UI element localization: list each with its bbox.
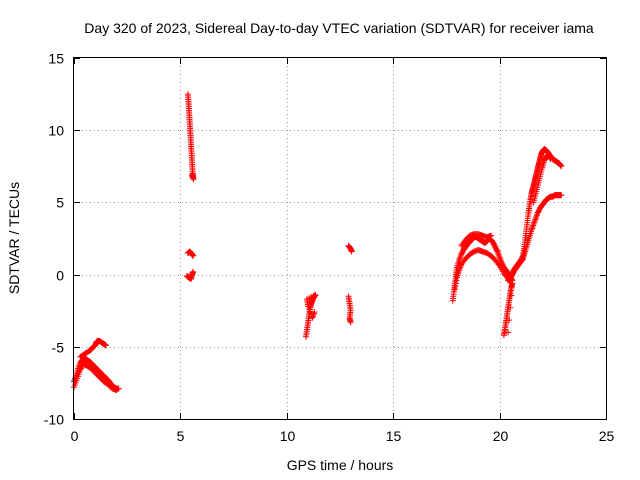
x-tick-label: 15 (386, 428, 402, 444)
grid (74, 58, 606, 419)
y-tick-label: 15 (48, 51, 64, 67)
data-point (457, 252, 464, 259)
data-point (348, 248, 355, 255)
data-point (557, 161, 564, 168)
data-point (456, 255, 463, 262)
x-tick-label: 20 (493, 428, 509, 444)
data-point (453, 277, 460, 284)
data-point (506, 317, 513, 324)
data-point (507, 304, 514, 311)
data-point (519, 256, 526, 263)
y-tick-label: 0 (56, 268, 64, 284)
data-point (508, 292, 515, 299)
data-point (457, 264, 464, 271)
data-point (533, 213, 540, 220)
y-axis-label: SDTVAR / TECUs (6, 182, 22, 294)
data-point (495, 249, 502, 256)
data-point (518, 257, 525, 264)
data-point (451, 286, 458, 293)
data-point (456, 265, 463, 272)
data-point (529, 225, 536, 232)
data-point (495, 251, 502, 258)
data-point (310, 312, 317, 319)
data-point (457, 254, 464, 261)
data-point (532, 215, 539, 222)
data-point (533, 212, 540, 219)
data-point (190, 252, 197, 259)
data-points (71, 91, 565, 394)
data-point (497, 257, 504, 264)
y-tick-label: -10 (44, 412, 64, 428)
x-axis-label: GPS time / hours (287, 457, 394, 473)
x-tick-label: 10 (280, 428, 296, 444)
data-point (456, 257, 463, 264)
data-point (102, 342, 109, 349)
data-point (494, 248, 501, 255)
data-point (557, 162, 564, 169)
data-point (190, 268, 197, 275)
data-point (547, 156, 554, 163)
x-tick-label: 25 (599, 428, 615, 444)
data-point (311, 309, 318, 316)
data-point (531, 219, 538, 226)
data-point (190, 176, 197, 183)
data-point (488, 232, 495, 239)
data-point (456, 267, 463, 274)
data-point (547, 154, 554, 161)
data-point (309, 314, 316, 321)
data-point (532, 216, 539, 223)
data-point (493, 247, 500, 254)
data-point (558, 163, 565, 170)
data-point (505, 329, 512, 336)
data-point (558, 192, 565, 199)
data-point (309, 313, 316, 320)
y-tick-label: 10 (48, 123, 64, 139)
data-point (452, 283, 459, 290)
data-point (509, 280, 516, 287)
data-point (495, 261, 502, 268)
data-point (531, 218, 538, 225)
data-point (113, 387, 120, 394)
data-point (305, 303, 312, 310)
data-point (530, 221, 537, 228)
data-point (452, 280, 459, 287)
data-point (530, 222, 537, 229)
data-point (496, 254, 503, 261)
plot-frame (73, 57, 607, 420)
data-point (528, 226, 535, 233)
x-tick-label: 5 (177, 428, 185, 444)
data-point (306, 306, 313, 313)
data-point (497, 255, 504, 262)
chart-title: Day 320 of 2023, Sidereal Day-to-day VTE… (84, 20, 594, 36)
data-point (529, 223, 536, 230)
data-point (534, 210, 541, 217)
data-point (347, 319, 354, 326)
y-tick-label: -5 (52, 340, 65, 356)
x-tick-label: 0 (71, 428, 79, 444)
data-point (310, 310, 317, 317)
y-tick-label: 5 (56, 195, 64, 211)
axis-ticks: 0 5 10 15 20 25 -10 -5 0 5 10 15 (44, 51, 615, 445)
data-point (496, 252, 503, 259)
